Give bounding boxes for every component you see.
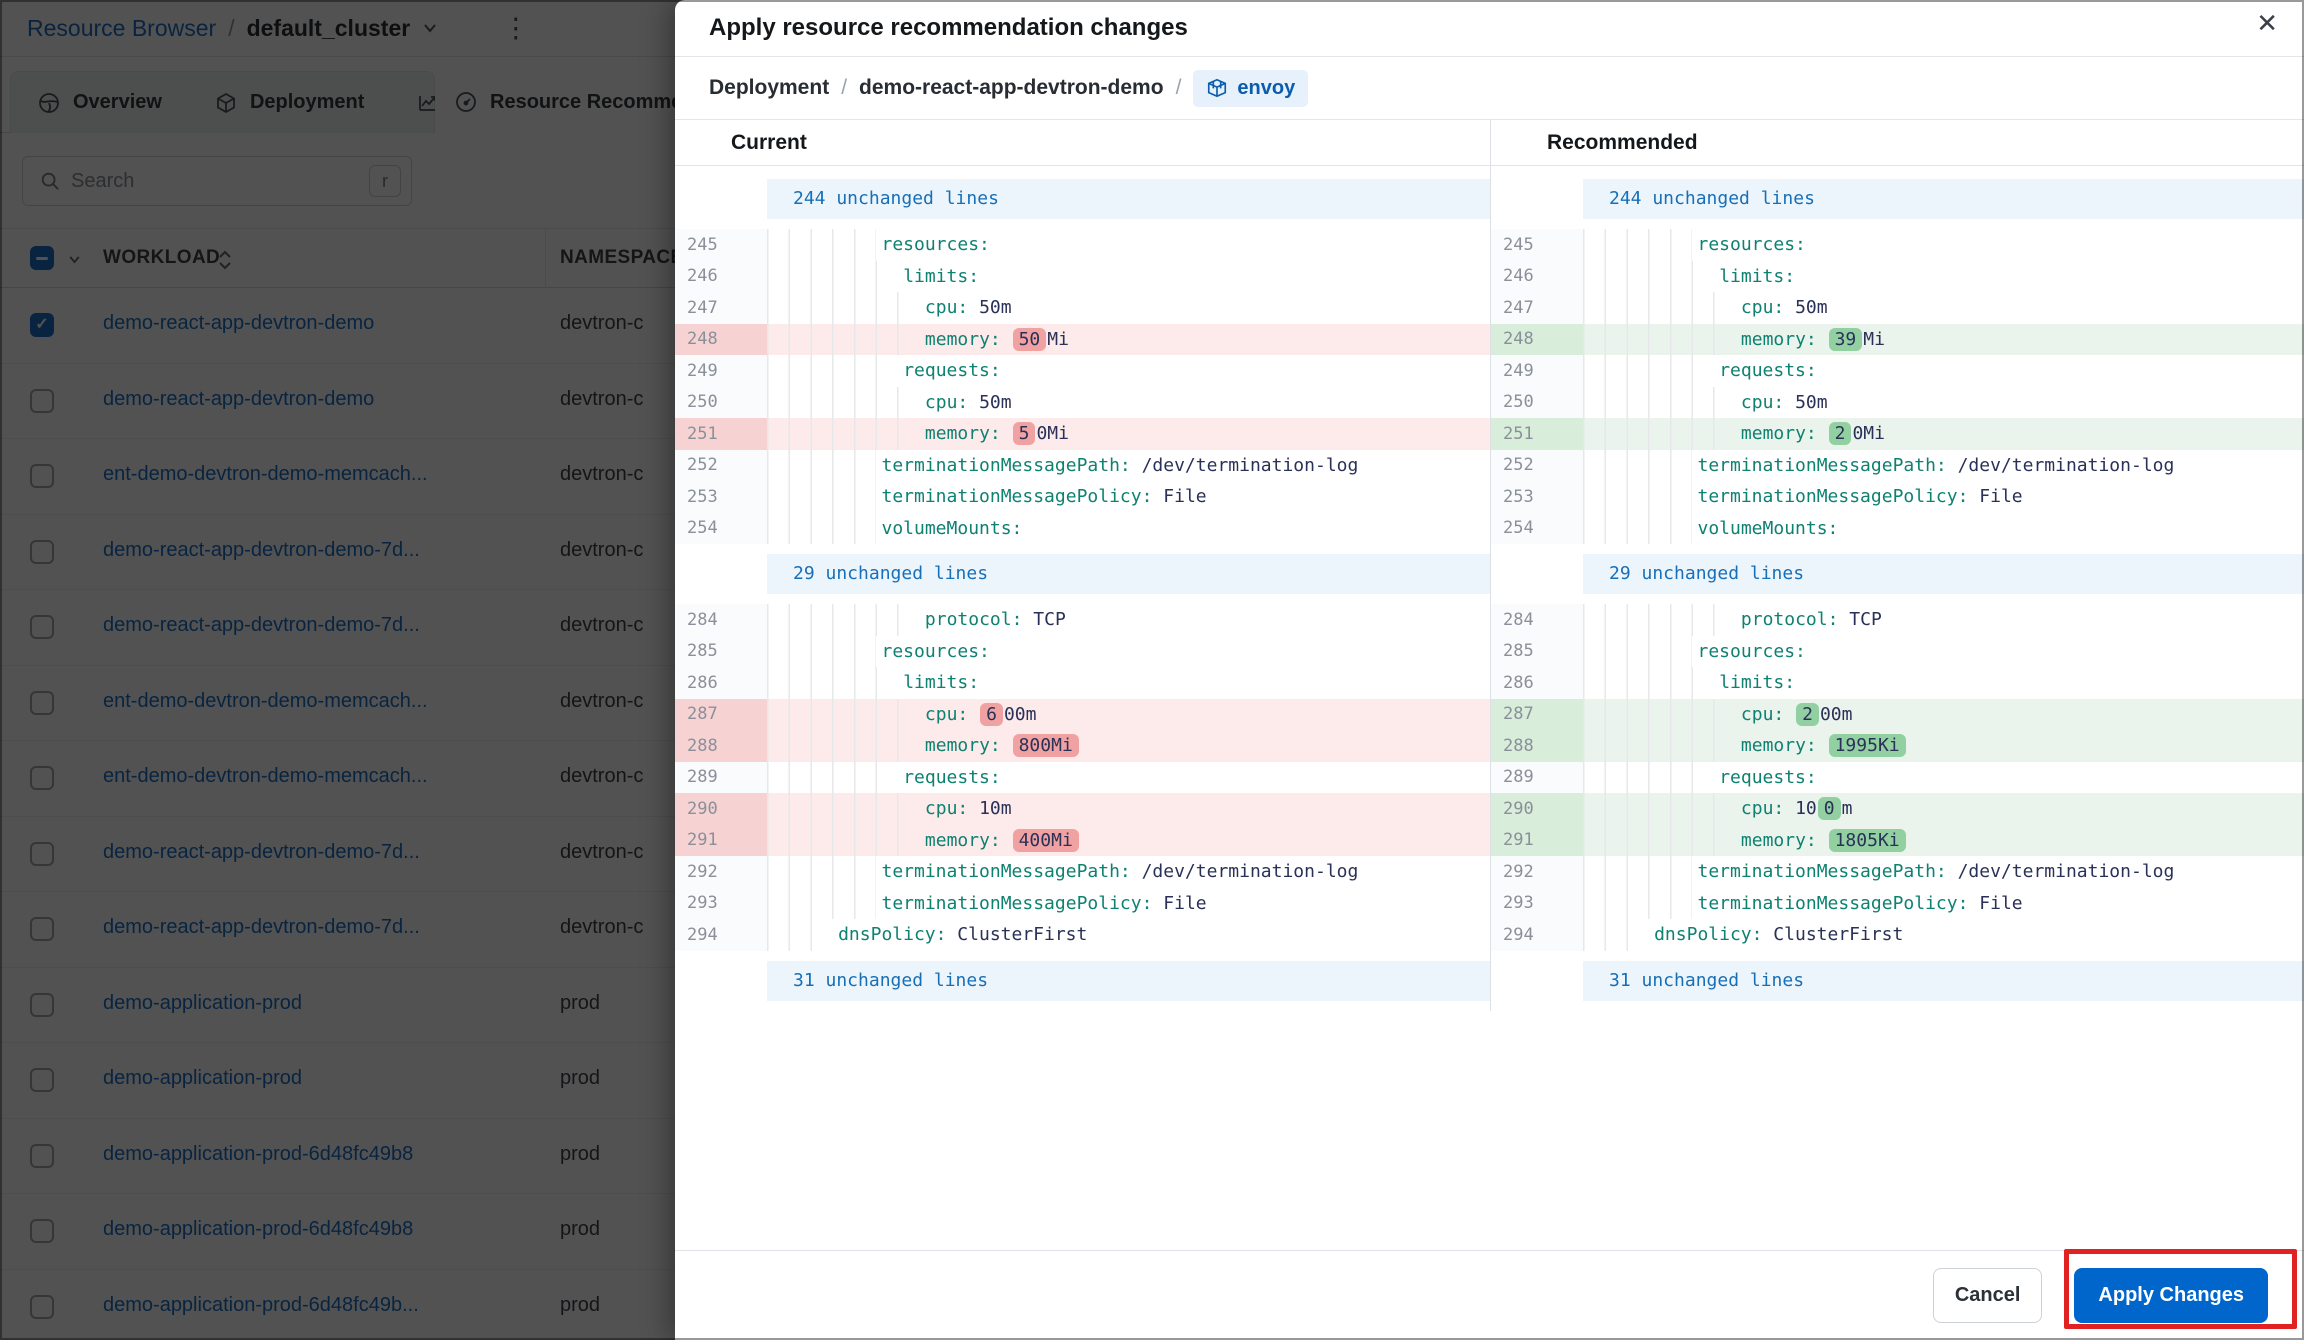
diff-column-headers: Current Recommended — [675, 120, 2304, 166]
current-column-header: Current — [731, 130, 807, 154]
container-name: envoy — [1237, 76, 1296, 99]
diff-line: 287 cpu: 2 00m — [1491, 698, 2304, 730]
diff-line: 289 requests: — [675, 761, 1490, 793]
diff-line: 254 volumeMounts: — [1491, 512, 2304, 544]
diff-line: 253 terminationMessagePolicy: File — [1491, 481, 2304, 513]
diff-line: 285 resources: — [675, 635, 1490, 667]
diff-line: 290 cpu: 10m — [675, 793, 1490, 825]
diff-line: 289 requests: — [1491, 761, 2304, 793]
cancel-button[interactable]: Cancel — [1932, 1268, 2043, 1323]
diff-line: 252 terminationMessagePath: /dev/terminat… — [675, 449, 1490, 481]
diff-line: 290 cpu: 10 0 m — [1491, 793, 2304, 825]
close-icon[interactable]: ✕ — [2256, 8, 2278, 38]
diff-line: 250 cpu: 50m — [675, 386, 1490, 418]
diff-pane-current: 244 unchanged lines 245 resources: 246 limit… — [675, 166, 1490, 1011]
diff-line: 246 limits: — [675, 260, 1490, 292]
modal-title: Apply resource recommendation changes — [709, 14, 1188, 41]
modal-title-bar: Apply resource recommendation changes ✕ — [675, 0, 2304, 57]
breadcrumb-separator: / — [1175, 76, 1182, 99]
diff-line: 294 dnsPolicy: ClusterFirst — [1491, 919, 2304, 951]
container-badge: envoy — [1193, 69, 1309, 107]
diff-pane-recommended: 244 unchanged lines 245 resources: 246 limit… — [1490, 166, 2304, 1011]
apply-recommendation-modal: Apply resource recommendation changes ✕ … — [675, 0, 2304, 1340]
collapsed-lines-band[interactable]: 29 unchanged lines — [1491, 554, 2304, 594]
breadcrumb-kind: Deployment — [709, 76, 830, 99]
diff-line: 293 terminationMessagePolicy: File — [1491, 887, 2304, 919]
diff-line: 253 terminationMessagePolicy: File — [675, 481, 1490, 513]
collapsed-lines-band[interactable]: 29 unchanged lines — [675, 554, 1490, 594]
diff-line: 284 protocol: TCP — [1491, 604, 2304, 636]
diff-line: 291 memory: 400Mi — [675, 824, 1490, 856]
modal-breadcrumb: Deployment / demo-react-app-devtron-demo… — [675, 57, 2304, 120]
diff-line: 291 memory: 1805Ki — [1491, 824, 2304, 856]
collapsed-lines-band[interactable]: 31 unchanged lines — [675, 960, 1490, 1001]
diff-line: 286 limits: — [1491, 667, 2304, 699]
diff-line: 288 memory: 800Mi — [675, 730, 1490, 762]
diff-line: 246 limits: — [1491, 260, 2304, 292]
diff-line: 249 requests: — [1491, 355, 2304, 387]
diff-line: 247 cpu: 50m — [1491, 292, 2304, 324]
diff-content: 244 unchanged lines 245 resources: 246 limit… — [675, 166, 2304, 1250]
container-icon — [1208, 78, 1227, 98]
modal-footer: Cancel Apply Changes — [675, 1249, 2304, 1340]
diff-line: 254 volumeMounts: — [675, 512, 1490, 544]
diff-line: 248 memory: 39 Mi — [1491, 323, 2304, 355]
diff-line: 251 memory: 2 0Mi — [1491, 418, 2304, 450]
diff-line: 249 requests: — [675, 355, 1490, 387]
collapsed-lines-band[interactable]: 31 unchanged lines — [1491, 960, 2304, 1001]
diff-line: 252 terminationMessagePath: /dev/terminat… — [1491, 449, 2304, 481]
diff-line: 245 resources: — [1491, 229, 2304, 261]
collapsed-lines-band[interactable]: 244 unchanged lines — [1491, 179, 2304, 219]
recommended-column-header: Recommended — [1490, 120, 2304, 165]
diff-line: 292 terminationMessagePath: /dev/terminat… — [675, 856, 1490, 888]
diff-line: 251 memory: 5 0Mi — [675, 418, 1490, 450]
diff-line: 245 resources: — [675, 229, 1490, 261]
breadcrumb-workload-name: demo-react-app-devtron-demo — [859, 76, 1164, 99]
diff-line: 288 memory: 1995Ki — [1491, 730, 2304, 762]
collapsed-lines-band[interactable]: 244 unchanged lines — [675, 179, 1490, 219]
diff-line: 287 cpu: 6 00m — [675, 698, 1490, 730]
diff-line: 248 memory: 50 Mi — [675, 323, 1490, 355]
diff-line: 293 terminationMessagePolicy: File — [675, 887, 1490, 919]
diff-line: 286 limits: — [675, 667, 1490, 699]
diff-line: 247 cpu: 50m — [675, 292, 1490, 324]
apply-changes-button[interactable]: Apply Changes — [2074, 1268, 2268, 1323]
diff-line: 250 cpu: 50m — [1491, 386, 2304, 418]
diff-line: 284 protocol: TCP — [675, 604, 1490, 636]
diff-line: 292 terminationMessagePath: /dev/terminat… — [1491, 856, 2304, 888]
diff-line: 294 dnsPolicy: ClusterFirst — [675, 919, 1490, 951]
diff-line: 285 resources: — [1491, 635, 2304, 667]
breadcrumb-separator: / — [841, 76, 848, 99]
